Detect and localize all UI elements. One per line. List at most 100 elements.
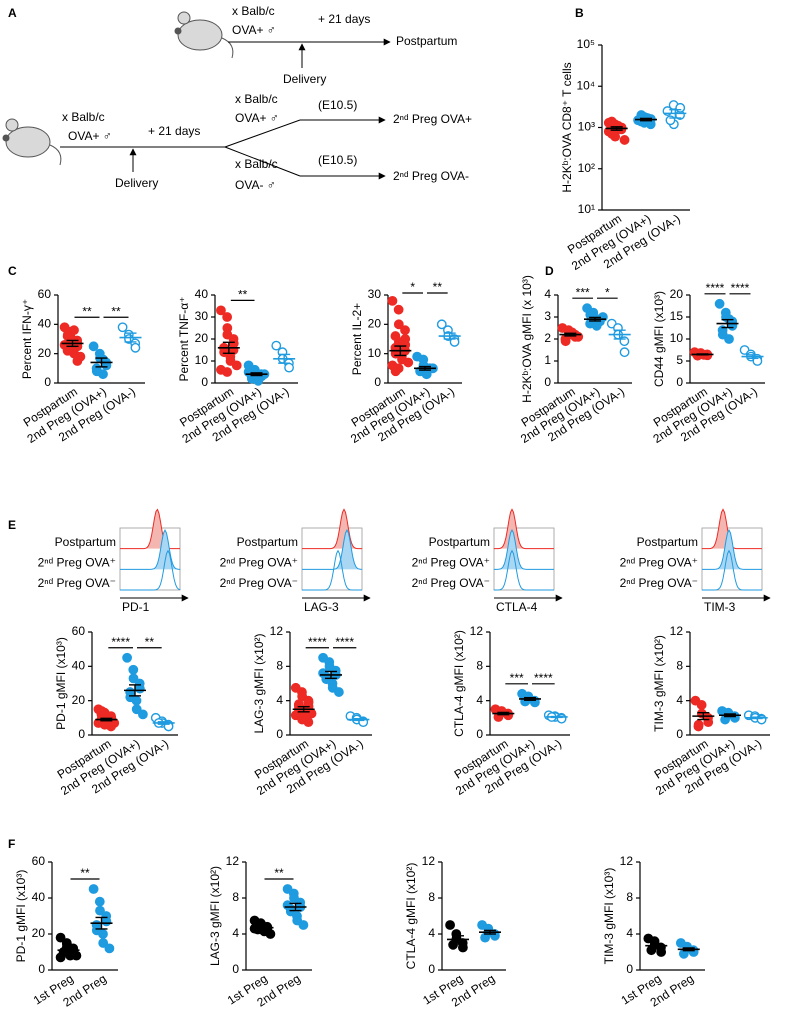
y-tick-label: 8 bbox=[428, 890, 435, 904]
significance-label: **** bbox=[706, 281, 725, 295]
data-point bbox=[131, 704, 142, 715]
y-tick-label: 3 bbox=[544, 309, 551, 323]
data-point bbox=[619, 336, 630, 347]
y-tick-label: 0 bbox=[78, 727, 85, 741]
y-tick-label: 8 bbox=[476, 659, 483, 673]
histogram-curve bbox=[302, 549, 362, 591]
y-tick-label: 10⁴ bbox=[576, 78, 595, 92]
y-tick-label: 0 bbox=[44, 375, 51, 389]
y-tick-label: 40 bbox=[195, 287, 209, 301]
data-point bbox=[300, 711, 311, 722]
histogram-marker: PD-1 bbox=[122, 600, 150, 614]
y-tick-label: 0 bbox=[676, 727, 683, 741]
data-point bbox=[98, 929, 108, 939]
diagram-text: (E10.5) bbox=[318, 98, 357, 112]
y-tick-label: 10 bbox=[195, 353, 209, 367]
data-point bbox=[265, 929, 276, 939]
data-point bbox=[619, 135, 630, 145]
y-axis-label: LAG-3 gMFI (x10²) bbox=[208, 866, 222, 966]
y-tick-label: 4 bbox=[676, 693, 683, 707]
y-tick-label: 1 bbox=[544, 353, 551, 367]
y-tick-label: 12 bbox=[470, 624, 484, 638]
histogram-label: Postpartum bbox=[637, 535, 698, 549]
data-point bbox=[400, 339, 411, 350]
panel-label: A bbox=[8, 6, 17, 20]
data-point bbox=[390, 331, 401, 341]
data-point bbox=[122, 652, 133, 663]
y-tick-label: 4 bbox=[276, 693, 283, 707]
y-axis-label: CTLA-4 gMFI (x10²) bbox=[452, 630, 466, 737]
data-point bbox=[696, 700, 707, 710]
data-point bbox=[393, 304, 404, 315]
y-tick-label: 20 bbox=[195, 331, 209, 345]
y-tick-label: 0 bbox=[676, 375, 683, 389]
data-point bbox=[98, 369, 108, 380]
y-tick-label: 0 bbox=[276, 727, 283, 741]
diagram-text: 2ⁿᵈ Preg OVA+ bbox=[393, 112, 472, 126]
y-axis-label: Percent IL-2+ bbox=[350, 303, 364, 375]
diagram-text: 2ⁿᵈ Preg OVA- bbox=[393, 169, 469, 183]
y-tick-label: 10 bbox=[670, 331, 684, 345]
significance-label: ** bbox=[80, 866, 90, 880]
diagram-text: x Balb/c bbox=[232, 4, 275, 18]
data-point bbox=[603, 117, 614, 128]
histogram-frame bbox=[701, 527, 763, 591]
y-tick-label: 10¹ bbox=[578, 202, 595, 216]
y-tick-label: 40 bbox=[72, 659, 86, 673]
diagram-text: OVA+ ♂ bbox=[235, 111, 279, 125]
y-tick-label: 20 bbox=[670, 287, 684, 301]
data-point bbox=[445, 920, 455, 930]
data-point bbox=[403, 357, 414, 368]
data-point bbox=[282, 900, 293, 911]
diagram-text: x Balb/c bbox=[235, 92, 278, 106]
y-tick-label: 20 bbox=[38, 346, 52, 360]
y-tick-label: 0 bbox=[626, 962, 633, 976]
y-tick-label: 12 bbox=[620, 854, 634, 868]
data-point bbox=[222, 367, 233, 377]
data-point bbox=[216, 305, 226, 316]
significance-label: ** bbox=[238, 288, 248, 302]
y-tick-label: 5 bbox=[676, 353, 683, 367]
y-tick-label: 40 bbox=[38, 317, 52, 331]
diagram-text: Postpartum bbox=[396, 34, 457, 48]
data-point bbox=[656, 947, 667, 957]
histogram-curve bbox=[702, 528, 762, 570]
histogram-label: 2ⁿᵈ Preg OVA⁺ bbox=[220, 556, 298, 570]
y-tick-label: 12 bbox=[422, 854, 436, 868]
significance-label: *** bbox=[510, 671, 524, 685]
histogram-label: 2ⁿᵈ Preg OVA⁻ bbox=[38, 576, 116, 590]
arrow bbox=[224, 119, 301, 148]
y-tick-label: 60 bbox=[72, 624, 86, 638]
y-tick-label: 8 bbox=[626, 890, 633, 904]
y-tick-label: 8 bbox=[276, 659, 283, 673]
data-point bbox=[88, 341, 99, 352]
data-point bbox=[619, 347, 630, 358]
data-point bbox=[448, 939, 458, 950]
y-tick-label: 20 bbox=[32, 926, 46, 940]
data-point bbox=[400, 325, 410, 336]
significance-label: * bbox=[605, 285, 610, 299]
y-axis-label: PD-1 gMFI (x10³) bbox=[14, 870, 28, 963]
data-point bbox=[134, 683, 145, 694]
y-tick-label: 8 bbox=[676, 659, 683, 673]
y-tick-label: 20 bbox=[368, 317, 382, 331]
y-axis-label: H-2Kᵇ:OVA CD8⁺ T cells bbox=[560, 62, 574, 192]
data-point bbox=[101, 916, 112, 927]
data-point bbox=[95, 905, 105, 916]
diagram-text: + 21 days bbox=[148, 124, 200, 138]
data-point bbox=[117, 322, 128, 333]
histogram-curve bbox=[120, 549, 181, 591]
data-point bbox=[333, 687, 344, 697]
diagram-text: OVA+ ♂ bbox=[232, 23, 276, 37]
panel-label: D bbox=[545, 264, 554, 278]
y-tick-label: 30 bbox=[368, 287, 382, 301]
histogram-label: 2ⁿᵈ Preg OVA⁺ bbox=[412, 556, 490, 570]
histogram-label: Postpartum bbox=[55, 535, 116, 549]
diagram-text: x Balb/c bbox=[235, 157, 278, 171]
